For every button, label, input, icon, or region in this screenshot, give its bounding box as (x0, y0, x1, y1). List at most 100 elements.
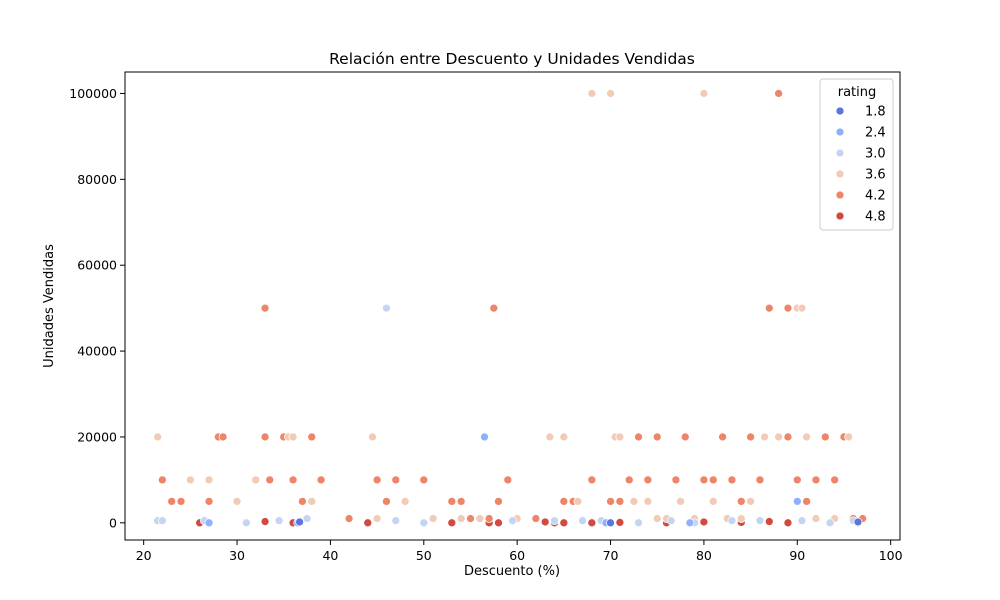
data-point (400, 497, 410, 506)
data-point (176, 497, 186, 506)
legend-label: 1.8 (865, 105, 886, 120)
legend-marker (835, 148, 845, 158)
data-point (718, 432, 727, 442)
data-point (820, 432, 830, 442)
data-point (419, 518, 429, 528)
legend-label: 3.6 (865, 168, 886, 183)
data-point (643, 497, 653, 506)
y-tick-label: 80000 (77, 172, 117, 187)
data-point (545, 432, 555, 442)
data-point (573, 497, 583, 506)
data-point (746, 432, 755, 442)
data-point (550, 516, 559, 526)
data-point (559, 497, 569, 506)
data-point (652, 514, 662, 523)
data-point (363, 518, 373, 528)
legend-marker (835, 106, 845, 116)
data-point (242, 518, 251, 528)
data-point (540, 517, 550, 527)
data-point (615, 497, 625, 506)
data-point (494, 497, 503, 506)
data-point (783, 432, 793, 442)
data-point (755, 475, 765, 485)
x-tick-label: 80 (696, 548, 712, 563)
data-point (587, 518, 597, 528)
data-point (265, 475, 275, 485)
y-tick-label: 100000 (69, 86, 117, 101)
y-tick-label: 20000 (77, 429, 117, 444)
legend-marker (835, 211, 845, 221)
data-point (508, 516, 517, 526)
data-point (391, 516, 401, 526)
data-point (774, 89, 783, 98)
chart-title: Relación entre Descuento y Unidades Vend… (329, 50, 695, 68)
data-point (606, 518, 615, 528)
data-point (830, 475, 839, 485)
data-point (157, 516, 167, 526)
data-point (671, 475, 681, 485)
data-point (295, 517, 304, 527)
data-point (260, 303, 270, 313)
data-point (587, 89, 597, 98)
data-point (783, 518, 793, 528)
data-point (368, 432, 377, 442)
data-point (391, 475, 401, 485)
data-point (680, 432, 690, 442)
data-point (232, 497, 242, 506)
data-point (783, 303, 793, 313)
legend-label: 4.8 (865, 210, 886, 225)
data-point (260, 432, 270, 442)
legend-label: 2.4 (865, 126, 886, 141)
x-tick-label: 50 (416, 548, 432, 563)
data-point (503, 475, 513, 485)
data-point (755, 516, 765, 526)
data-point (578, 516, 587, 526)
data-point (727, 475, 737, 485)
data-point (204, 497, 214, 506)
data-point (559, 432, 569, 442)
data-point (844, 432, 853, 442)
data-point (792, 497, 802, 506)
data-point (634, 518, 643, 528)
data-point (708, 497, 718, 506)
data-point (382, 303, 391, 313)
data-point (307, 432, 317, 442)
data-point (764, 303, 774, 313)
data-point (153, 432, 163, 442)
x-tick-label: 20 (136, 548, 152, 563)
data-point (811, 514, 821, 523)
data-point (260, 517, 270, 526)
data-point (559, 518, 569, 528)
data-point (797, 516, 807, 526)
data-point (736, 514, 746, 523)
data-points (153, 89, 868, 528)
data-point (699, 517, 709, 527)
x-tick-label: 100 (879, 548, 903, 563)
data-point (708, 475, 718, 485)
data-point (466, 514, 475, 523)
x-tick-label: 40 (322, 548, 338, 563)
legend-marker (835, 127, 845, 137)
data-point (456, 514, 466, 523)
data-point (606, 89, 615, 98)
y-axis-title: Unidades Vendidas (42, 244, 57, 368)
data-point (531, 514, 541, 523)
data-point (760, 432, 769, 442)
data-point (652, 432, 662, 442)
y-tick-label: 40000 (77, 344, 117, 359)
y-tick-label: 0 (109, 515, 117, 530)
data-point (615, 432, 625, 442)
data-point (797, 303, 807, 313)
data-point (447, 497, 457, 506)
data-point (204, 518, 214, 528)
data-point (167, 497, 177, 506)
data-point (727, 516, 737, 526)
data-point (316, 475, 326, 485)
legend-marker (835, 169, 845, 179)
data-point (774, 432, 783, 442)
data-point (447, 518, 457, 528)
x-axis-ticks: 20 30 40 50 60 70 80 90 100 (136, 540, 903, 563)
data-point (494, 518, 503, 528)
data-point (802, 497, 811, 506)
